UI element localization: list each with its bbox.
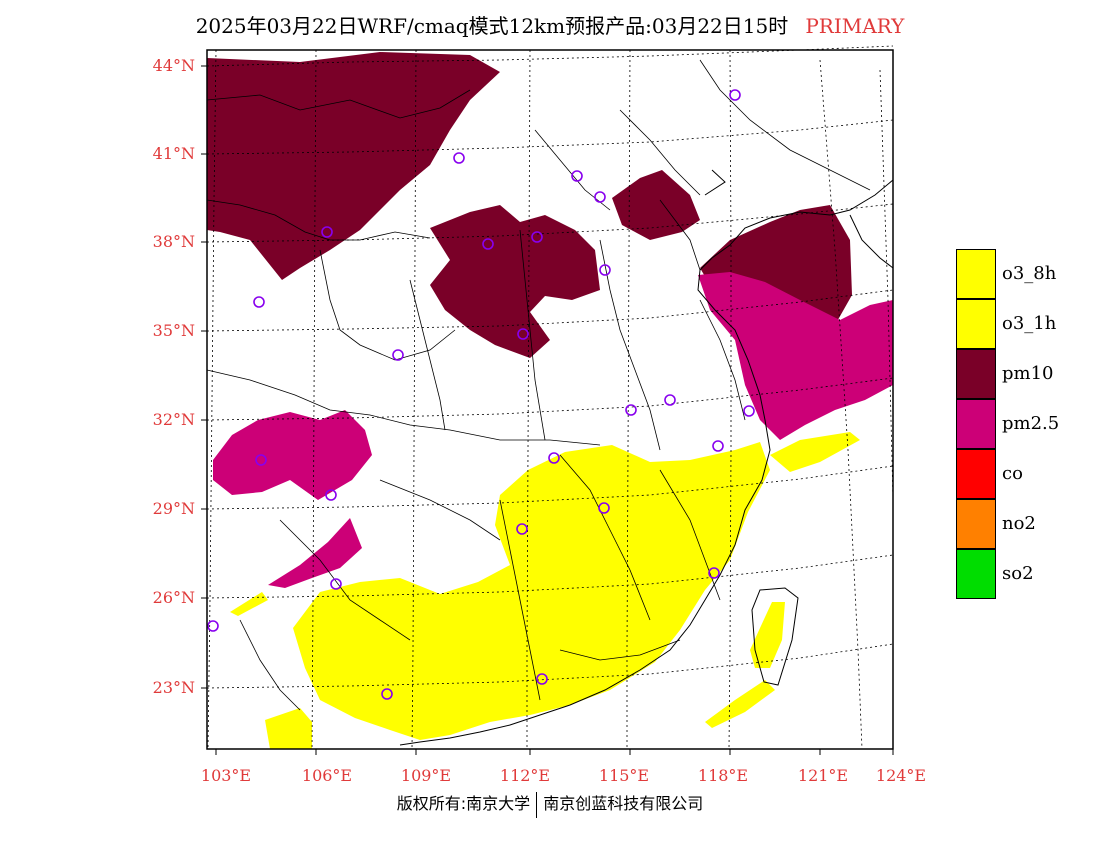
legend-swatch-so2	[956, 549, 996, 599]
pollutant-fields	[207, 52, 893, 749]
station-marker	[536, 673, 548, 685]
legend-item-pm10: pm10	[956, 349, 1054, 399]
legend-label-pm25: pm2.5	[1002, 413, 1060, 434]
legend-label-o3-1h: o3_1h	[1002, 313, 1057, 334]
footer-right-text: 南京创蓝科技有限公司	[543, 794, 704, 813]
station-marker	[392, 349, 404, 361]
station-marker	[253, 296, 265, 308]
station-marker	[453, 152, 465, 164]
legend-item-o3-1h: o3_1h	[956, 299, 1056, 349]
copyright-footer: 版权所有:南京大学 南京创蓝科技有限公司	[0, 790, 1100, 818]
legend-swatch-o3-8h	[956, 249, 996, 299]
station-marker	[594, 191, 606, 203]
o3-region-west-strip	[230, 592, 268, 616]
station-marker	[743, 405, 755, 417]
lon-tick-label: 115°E	[598, 766, 650, 785]
station-marker	[207, 620, 219, 632]
title-primary-tag: PRIMARY	[805, 14, 905, 38]
lon-tick-label: 121°E	[797, 766, 849, 785]
legend-label-co: co	[1002, 463, 1023, 484]
station-marker	[330, 578, 342, 590]
coastline	[399, 169, 894, 746]
lat-tick-label: 32°N	[152, 410, 195, 429]
station-marker	[598, 502, 610, 514]
station-marker	[548, 452, 560, 464]
map-title: 2025年03月22日WRF/cmaq模式12km预报产品:03月22日15时 …	[0, 10, 1100, 42]
pollutant-legend: o3_8h o3_1h pm10 pm2.5 co no2 so2	[956, 249, 1059, 599]
axis-ticks	[201, 65, 894, 755]
legend-swatch-co	[956, 449, 996, 499]
title-main: 2025年03月22日WRF/cmaq模式12km预报产品:03月22日15时	[195, 14, 789, 38]
footer-left-text: 版权所有:南京大学	[396, 794, 531, 813]
o3-region-southwest-corner	[265, 708, 312, 749]
station-marker	[325, 489, 337, 501]
legend-item-o3-8h: o3_8h	[956, 249, 1056, 299]
legend-item-co: co	[956, 449, 1024, 499]
legend-swatch-pm25	[956, 399, 996, 449]
lat-tick-label: 41°N	[152, 144, 195, 163]
station-marker	[516, 523, 528, 535]
pm10-region-central	[430, 205, 600, 358]
o3-region-taiwan-strait	[705, 680, 775, 728]
legend-label-pm10: pm10	[1002, 363, 1054, 384]
o3-region-taiwan	[750, 602, 785, 668]
station-marker	[531, 231, 543, 243]
legend-swatch-no2	[956, 499, 996, 549]
station-marker	[708, 567, 720, 579]
lat-tick-label: 44°N	[152, 56, 195, 75]
station-marker	[517, 328, 529, 340]
pm25-region-sichuan	[213, 410, 372, 500]
station-marker	[712, 440, 724, 452]
footer-separator	[536, 791, 538, 818]
pm10-region-north	[207, 52, 500, 280]
lon-tick-label: 109°E	[400, 766, 452, 785]
legend-item-no2: no2	[956, 499, 1036, 549]
station-marker	[321, 226, 333, 238]
o3-region-south	[293, 442, 770, 740]
province-boundaries	[206, 59, 871, 711]
graticule	[206, 45, 894, 750]
station-marker	[255, 454, 267, 466]
legend-item-pm25: pm2.5	[956, 399, 1059, 449]
station-marker	[482, 238, 494, 250]
station-marker	[729, 89, 741, 101]
lon-tick-label: 103°E	[200, 766, 252, 785]
map-frame	[206, 49, 894, 750]
pm10-region-beijing	[612, 170, 700, 240]
station-marker	[381, 688, 393, 700]
station-marker	[599, 264, 611, 276]
station-marker	[625, 404, 637, 416]
lat-tick-label: 29°N	[152, 499, 195, 518]
legend-label-no2: no2	[1002, 513, 1036, 534]
legend-item-so2: so2	[956, 549, 1034, 599]
lon-tick-label: 112°E	[499, 766, 551, 785]
o3-region-southeast-band	[770, 432, 860, 472]
legend-swatch-o3-1h	[956, 299, 996, 349]
monitoring-stations	[207, 89, 755, 700]
lon-tick-label: 106°E	[301, 766, 353, 785]
legend-label-o3-8h: o3_8h	[1002, 263, 1057, 284]
lat-tick-label: 35°N	[152, 321, 195, 340]
lat-tick-label: 23°N	[152, 678, 195, 697]
lat-tick-label: 38°N	[152, 232, 195, 251]
legend-swatch-pm10	[956, 349, 996, 399]
pm10-region-east	[700, 205, 852, 325]
lat-tick-label: 26°N	[152, 588, 195, 607]
station-marker	[664, 394, 676, 406]
legend-label-so2: so2	[1002, 563, 1034, 584]
lon-tick-label: 124°E	[875, 766, 927, 785]
pm25-region-southwest	[268, 518, 362, 588]
pm25-region-east	[698, 272, 893, 440]
lon-tick-label: 118°E	[697, 766, 749, 785]
station-marker	[571, 170, 583, 182]
